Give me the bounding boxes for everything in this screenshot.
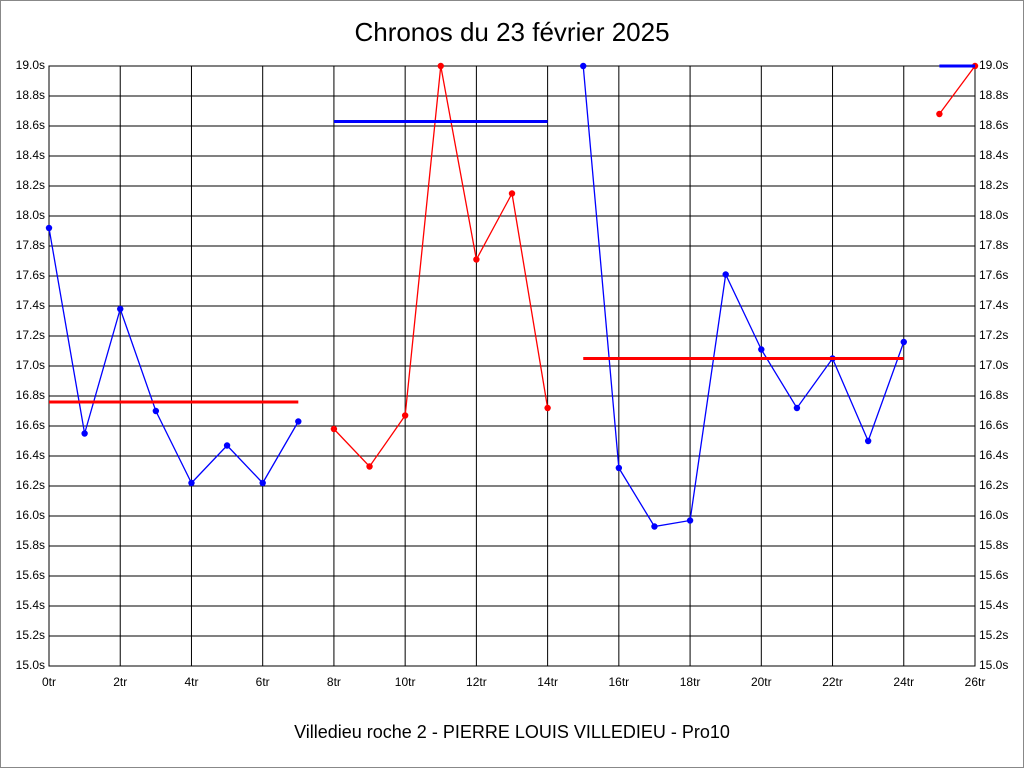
x-tick-label: 2tr [113,675,127,689]
data-point [330,425,338,433]
x-tick-label: 22tr [822,675,843,689]
data-point [223,442,231,449]
data-point [152,407,160,415]
y2-tick-label: 17.4s [979,298,1008,312]
y2-tick-label: 18.0s [979,208,1008,222]
data-point [81,430,88,437]
y-tick-label: 16.4s [16,448,45,462]
y-tick-label: 18.4s [16,148,45,162]
y-tick-label: 17.8s [16,238,45,252]
data-point [544,404,551,412]
y2-tick-label: 15.6s [979,568,1008,582]
y2-tick-label: 17.6s [979,268,1008,282]
y-tick-label: 16.8s [16,388,45,402]
x-tick-label: 16tr [609,675,630,689]
plot-border [48,65,976,667]
y-tick-label: 17.6s [16,268,45,282]
y2-tick-label: 18.6s [979,118,1008,132]
x-tick-label: 24tr [893,675,914,689]
y2-tick-label: 17.2s [979,328,1008,342]
data-point [864,437,872,445]
x-tick-label: 8tr [327,675,341,689]
data-point [45,224,53,232]
data-point [580,62,587,70]
x-tick-label: 6tr [256,675,270,689]
data-point [615,464,623,472]
x-tick-label: 0tr [42,675,56,689]
series-line [48,227,299,485]
y2-tick-label: 18.2s [979,178,1008,192]
y2-tick-label: 16.2s [979,478,1008,492]
y-tick-label: 15.4s [16,598,45,612]
data-point [117,305,124,313]
y-tick-label: 18.0s [16,208,45,222]
y2-tick-label: 17.0s [979,358,1008,372]
y-tick-label: 15.2s [16,628,45,642]
y2-tick-label: 16.8s [979,388,1008,402]
data-point [366,463,373,470]
data-point [651,523,658,530]
y-tick-label: 16.2s [16,478,45,492]
y-tick-label: 15.0s [16,658,45,672]
y2-tick-label: 16.0s [979,508,1008,522]
y2-tick-label: 16.6s [979,418,1008,432]
y-tick-label: 17.0s [16,358,45,372]
y-tick-label: 18.8s [16,88,45,102]
data-point [936,110,943,118]
data-point [793,404,801,412]
y2-tick-label: 15.8s [979,538,1008,552]
chart-subtitle: Villedieu roche 2 - PIERRE LOUIS VILLEDI… [294,722,730,742]
x-tick-label: 20tr [751,675,772,689]
data-point [188,479,195,487]
data-point [722,271,729,278]
y2-tick-label: 19.0s [979,58,1008,72]
x-tick-label: 4tr [184,675,198,689]
y2-tick-label: 17.8s [979,238,1008,252]
data-point [295,418,302,425]
data-point [473,256,480,263]
y-tick-label: 17.2s [16,328,45,342]
y-tick-label: 17.4s [16,298,45,312]
x-tick-label: 12tr [466,675,487,689]
data-point [686,517,694,524]
y2-tick-label: 15.2s [979,628,1008,642]
x-tick-label: 18tr [680,675,701,689]
y2-tick-label: 18.8s [979,88,1008,102]
data-point [900,338,907,346]
data-point [401,412,409,419]
chart-title: Chronos du 23 février 2025 [354,17,669,47]
y-tick-label: 16.0s [16,508,45,522]
data-point [758,346,765,353]
x-tick-label: 10tr [395,675,416,689]
y2-tick-label: 15.4s [979,598,1008,612]
y2-tick-label: 18.4s [979,148,1008,162]
y-tick-label: 16.6s [16,418,45,432]
data-point [437,62,444,70]
y-tick-label: 15.8s [16,538,45,552]
x-tick-label: 26tr [965,675,986,689]
y-tick-label: 19.0s [16,58,45,72]
data-point [508,190,516,197]
y2-tick-label: 15.0s [979,658,1008,672]
y2-tick-label: 16.4s [979,448,1008,462]
series-line [582,65,905,528]
y-tick-label: 18.2s [16,178,45,192]
y-tick-label: 18.6s [16,118,45,132]
y-tick-label: 15.6s [16,568,45,582]
data-point [259,479,266,487]
series-line [938,65,976,115]
x-tick-label: 14tr [537,675,558,689]
